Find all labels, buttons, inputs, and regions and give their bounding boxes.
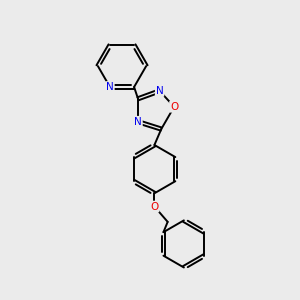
Text: O: O: [170, 102, 178, 112]
Text: N: N: [156, 86, 164, 96]
Text: O: O: [150, 202, 158, 212]
Text: N: N: [106, 82, 114, 92]
Text: N: N: [134, 117, 142, 127]
